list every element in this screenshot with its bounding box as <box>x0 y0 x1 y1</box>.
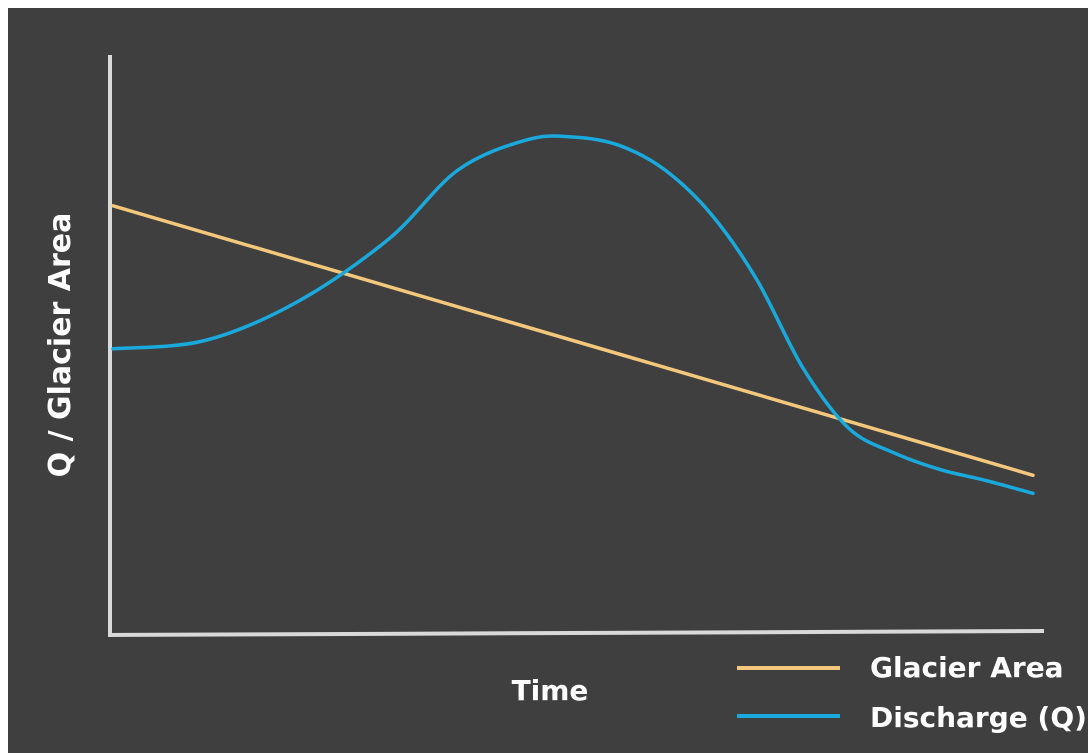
legend: Glacier Area Discharge (Q) <box>737 651 1087 734</box>
series-line-glacier-area <box>111 204 1035 478</box>
series-line-discharge-q <box>111 134 1035 496</box>
legend-label-glacier-area: Glacier Area <box>870 651 1064 684</box>
chart-panel <box>8 8 1088 753</box>
x-axis-line <box>107 629 1045 637</box>
series-layer <box>111 134 1035 496</box>
y-axis-label: Q / Glacier Area <box>43 213 78 478</box>
x-axis-label: Time <box>512 674 589 707</box>
legend-label-discharge: Discharge (Q) <box>870 701 1087 734</box>
